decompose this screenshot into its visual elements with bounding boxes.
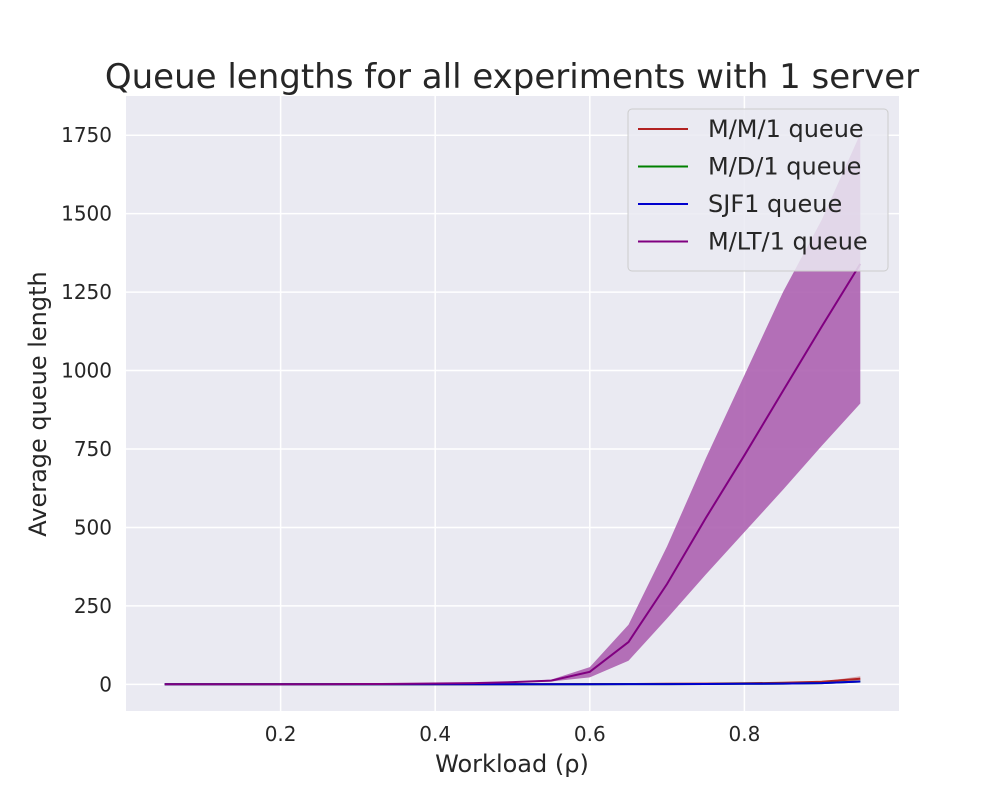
legend-label: M/M/1 queue <box>708 115 864 143</box>
y-tick-label: 250 <box>74 594 112 618</box>
y-tick-label: 1250 <box>61 280 112 304</box>
y-tick-label: 1750 <box>61 123 112 147</box>
y-tick-label: 750 <box>74 437 112 461</box>
y-tick-label: 500 <box>74 515 112 539</box>
confidence-band <box>164 133 861 685</box>
x-tick-label: 0.6 <box>574 722 606 746</box>
legend: M/M/1 queue M/D/1 queue SJF1 queue M/LT/1 q… <box>627 108 889 272</box>
x-tick-label: 0.2 <box>265 722 297 746</box>
x-axis-label: Workload (ρ) <box>435 750 589 778</box>
x-tick-labels: 0.2 0.4 0.6 0.8 <box>265 722 761 746</box>
x-tick-label: 0.8 <box>728 722 760 746</box>
y-tick-label: 0 <box>99 672 112 696</box>
legend-label: M/D/1 queue <box>708 153 861 181</box>
y-tick-label: 1500 <box>61 202 112 226</box>
legend-label: M/LT/1 queue <box>708 228 868 256</box>
y-tick-labels: 0 250 500 750 1000 1250 1500 1750 <box>61 123 112 696</box>
chart-title: Queue lengths for all experiments with 1… <box>105 57 919 97</box>
series-line <box>164 263 862 686</box>
legend-label: SJF1 queue <box>708 190 842 218</box>
legend-box <box>627 108 889 272</box>
series-lines <box>164 263 862 686</box>
y-axis-label: Average queue length <box>24 271 52 537</box>
confidence-bands <box>164 133 861 685</box>
y-tick-label: 1000 <box>61 359 112 383</box>
x-tick-label: 0.4 <box>419 722 451 746</box>
